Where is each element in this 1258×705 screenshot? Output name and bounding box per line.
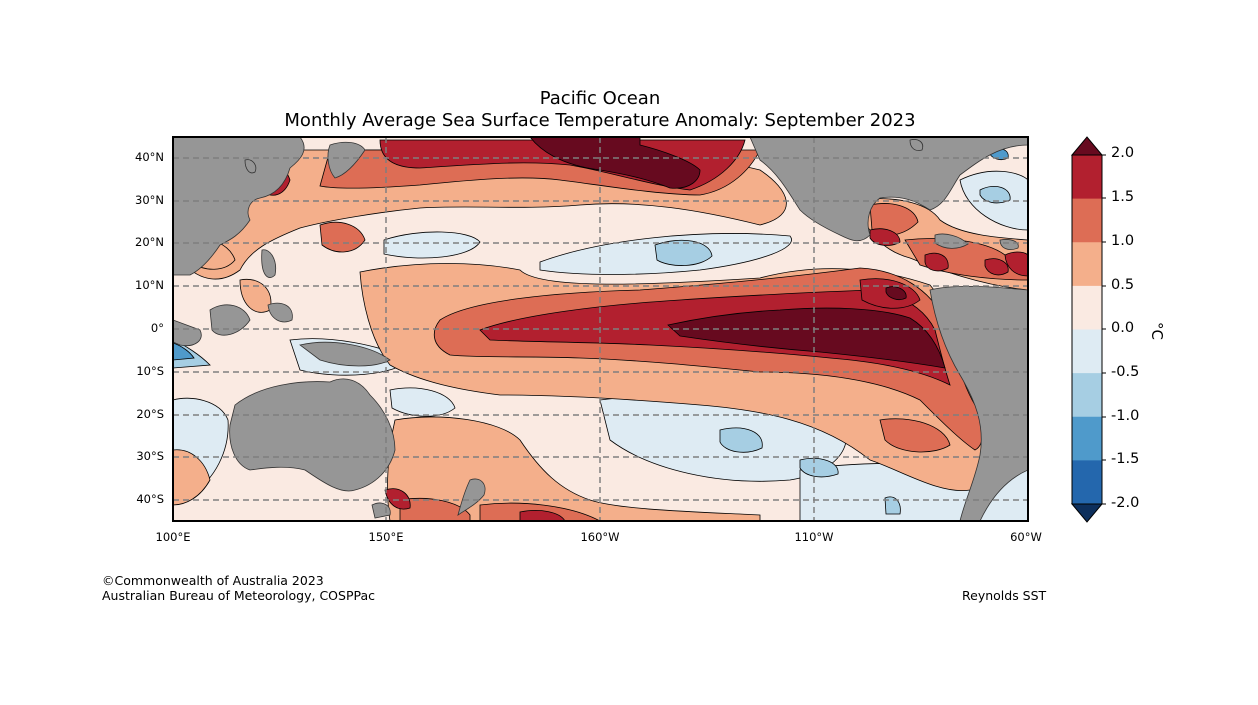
colorbar-band [1072,242,1102,287]
colorbar-band [1072,416,1102,461]
colorbar-tick-label: 1.5 [1111,189,1135,205]
colorbar-band [1072,155,1102,200]
colorbar-over-arrow [1070,136,1104,156]
lon-label: 60°W [1010,530,1042,544]
colorbar-ticks [1102,154,1106,505]
colorbar-tick-label: 0.0 [1111,320,1135,336]
lat-label: 40°N [135,150,164,164]
extreme-warm-regions [380,137,946,369]
colorbar-tick-label: -1.5 [1111,451,1140,467]
colorbar-tick-label: -1.0 [1111,408,1140,424]
map-area [173,137,1028,521]
lon-label: 160°W [580,530,620,544]
graticule [173,137,1028,521]
lat-label: 20°N [135,235,164,249]
colorbar [1070,136,1106,523]
data-source: Reynolds SST [962,588,1047,603]
lon-label: 100°E [155,530,191,544]
lat-label: 40°S [136,492,164,506]
lat-label: 0° [150,321,164,335]
map-subtitle: Monthly Average Sea Surface Temperature … [284,110,916,131]
lon-label: 110°W [794,530,834,544]
colorbar-band [1072,329,1102,374]
lon-label: 150°E [368,530,404,544]
colorbar-tick-label: 0.5 [1111,277,1135,293]
map-title: Pacific Ocean [539,88,661,109]
map-frame [172,136,1029,522]
colorbar-unit-label: °C [1147,322,1166,340]
agency-credit: Australian Bureau of Meteorology, COSPPa… [102,588,375,603]
cold-anomaly-patches [173,186,1011,515]
colorbar-tick-label: 1.0 [1111,233,1135,249]
colorbar-band [1072,285,1102,330]
lat-label: 10°S [136,364,164,378]
land [173,137,1028,521]
lat-label: 30°N [135,193,164,207]
copyright-line: ©Commonwealth of Australia 2023 [102,573,324,588]
colorbar-tick-label: -2.0 [1111,495,1140,511]
colorbar-bands [1072,155,1102,505]
colorbar-tick-label: 2.0 [1111,145,1135,161]
colorbar-band [1072,460,1102,505]
colorbar-band [1072,373,1102,418]
lat-label: 10°N [135,278,164,292]
lat-label: 20°S [136,407,164,421]
colorbar-band [1072,198,1102,243]
lat-label: 30°S [136,449,164,463]
colorbar-under-arrow [1070,503,1104,523]
colorbar-tick-label: -0.5 [1111,364,1140,380]
